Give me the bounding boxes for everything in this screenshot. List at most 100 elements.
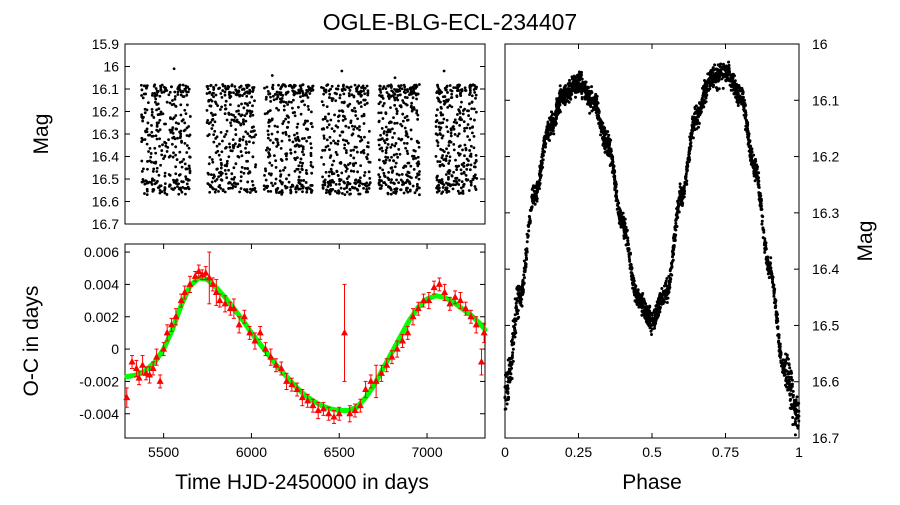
- lightcurve-point: [418, 170, 421, 173]
- phased-point: [540, 174, 543, 177]
- lightcurve-point: [263, 174, 266, 177]
- phased-point: [744, 125, 747, 128]
- lightcurve-point: [286, 91, 289, 94]
- lightcurve-point: [294, 145, 297, 148]
- phased-point: [709, 84, 712, 87]
- lightcurve-point: [441, 137, 444, 140]
- lightcurve-point: [219, 158, 222, 161]
- lightcurve-point: [310, 110, 313, 113]
- lightcurve-point: [450, 135, 453, 138]
- lightcurve-point: [296, 132, 299, 135]
- lightcurve-point: [165, 142, 168, 145]
- lightcurve-point: [273, 154, 276, 157]
- lightcurve-point: [297, 188, 300, 191]
- lightcurve-point: [324, 115, 327, 118]
- phased-point: [705, 90, 708, 93]
- lightcurve-point: [328, 148, 331, 151]
- lightcurve-point: [211, 93, 214, 96]
- phased-point: [741, 92, 744, 95]
- lightcurve-point: [415, 189, 418, 192]
- lightcurve-point: [349, 182, 352, 185]
- oc-marker: [133, 364, 140, 371]
- phased-point: [749, 148, 752, 151]
- lightcurve-point: [293, 157, 296, 160]
- lightcurve-point: [418, 178, 421, 181]
- lightcurve-point: [282, 169, 285, 172]
- lightcurve-point: [333, 113, 336, 116]
- lightcurve-point: [418, 83, 421, 86]
- lightcurve-point: [241, 154, 244, 157]
- phased-point: [596, 95, 599, 98]
- lightcurve-point: [288, 139, 291, 142]
- lightcurve-point: [156, 167, 159, 170]
- lightcurve-point: [300, 158, 303, 161]
- lightcurve-point: [391, 143, 394, 146]
- lightcurve-point: [140, 84, 143, 87]
- lightcurve-point: [301, 150, 304, 153]
- phased-point: [526, 240, 529, 243]
- lightcurve-point: [178, 131, 181, 134]
- lightcurve-point: [321, 100, 324, 103]
- lightcurve-point: [289, 148, 292, 151]
- lightcurve-point: [302, 179, 305, 182]
- lightcurve-point: [362, 84, 365, 87]
- lightcurve-point: [377, 111, 380, 114]
- lightcurve-point: [343, 101, 346, 104]
- phased-point: [636, 297, 639, 300]
- lightcurve-point: [400, 106, 403, 109]
- lightcurve-point: [229, 103, 232, 106]
- lightcurve-point: [154, 152, 157, 155]
- lightcurve-point: [390, 193, 393, 196]
- lightcurve-point: [352, 128, 355, 131]
- lightcurve-point: [151, 114, 154, 117]
- lightcurve-point: [379, 88, 382, 91]
- lightcurve-point: [322, 104, 325, 107]
- lightcurve-point: [325, 189, 328, 192]
- lightcurve-point: [344, 193, 347, 196]
- phased-point: [685, 183, 688, 186]
- lightcurve-point: [475, 188, 478, 191]
- lightcurve-point: [453, 180, 456, 183]
- lightcurve-point: [329, 88, 332, 91]
- lightcurve-point: [468, 189, 471, 192]
- phased-point: [629, 263, 632, 266]
- phased-point: [508, 369, 511, 372]
- phased-point: [717, 78, 720, 81]
- phased-point: [754, 158, 757, 161]
- lightcurve-point: [458, 192, 461, 195]
- lightcurve-point: [342, 87, 345, 90]
- lightcurve-point: [287, 121, 290, 124]
- lightcurve-point: [169, 91, 172, 94]
- phased-point: [775, 310, 778, 313]
- lightcurve-point: [263, 188, 266, 191]
- phased-point: [507, 387, 510, 390]
- lightcurve-point: [305, 169, 308, 172]
- lightcurve-point: [331, 164, 334, 167]
- phased-point: [758, 194, 761, 197]
- lightcurve-point: [272, 95, 275, 98]
- phased-point: [596, 114, 599, 117]
- lightcurve-point: [463, 154, 466, 157]
- phased-point: [564, 91, 567, 94]
- lightcurve-point: [142, 167, 145, 170]
- lightcurve-point: [436, 139, 439, 142]
- lightcurve-point: [448, 141, 451, 144]
- phased-point: [583, 88, 586, 91]
- lightcurve-point: [342, 138, 345, 141]
- lightcurve-point: [301, 84, 304, 87]
- lightcurve-point: [179, 161, 182, 164]
- lightcurve-point: [340, 70, 343, 73]
- lightcurve-point: [384, 161, 387, 164]
- lightcurve-point: [397, 181, 400, 184]
- lightcurve-point: [348, 188, 351, 191]
- lightcurve-point: [397, 148, 400, 151]
- lightcurve-point: [245, 95, 248, 98]
- lightcurve-point: [291, 185, 294, 188]
- lightcurve-point: [281, 181, 284, 184]
- lightcurve-point: [225, 176, 228, 179]
- lightcurve-point: [269, 100, 272, 103]
- lightcurve-point: [292, 140, 295, 143]
- lightcurve-point: [311, 184, 314, 187]
- phased-point: [747, 134, 750, 137]
- lightcurve-point: [184, 162, 187, 165]
